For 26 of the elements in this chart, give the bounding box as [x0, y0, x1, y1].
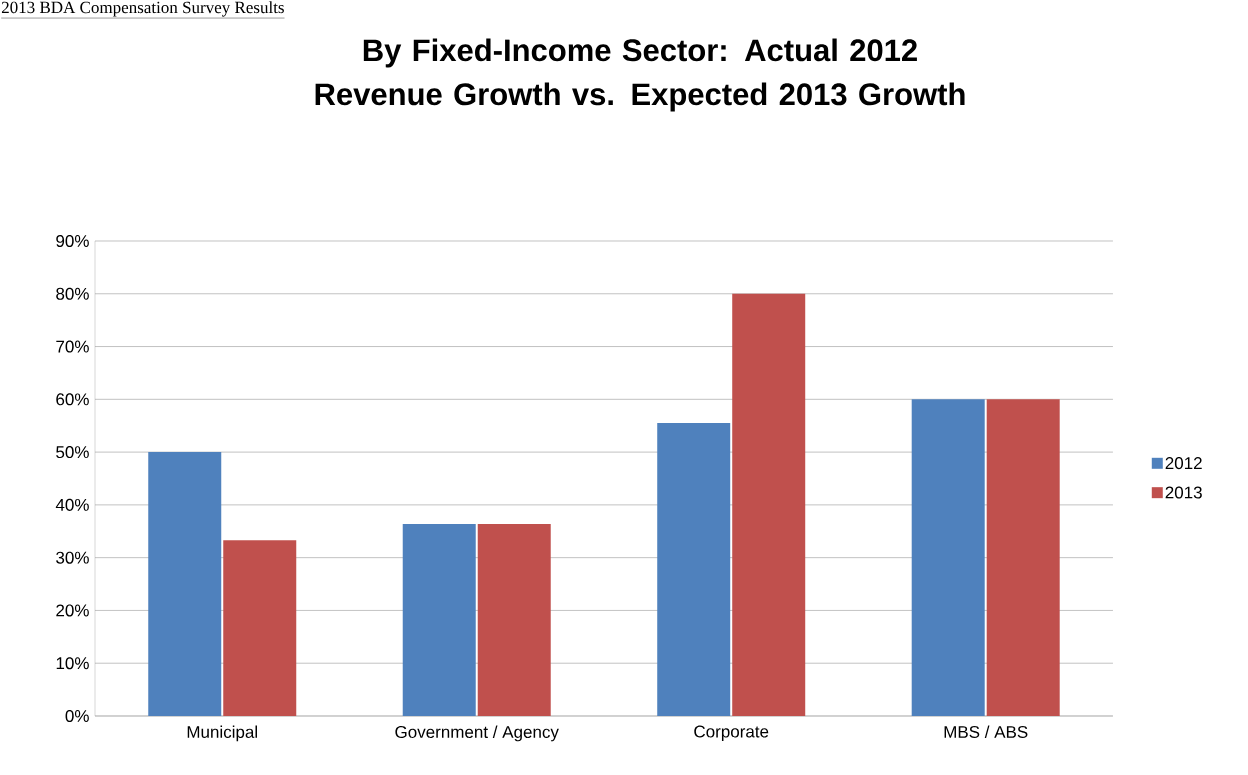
- bar: [477, 523, 551, 716]
- y-tick-label: 60%: [56, 393, 89, 406]
- y-tick-label: 30%: [56, 551, 89, 564]
- x-tick-label: Municipal: [187, 725, 257, 742]
- y-tick-label: 10%: [56, 657, 89, 670]
- y-tick-label: 0%: [65, 709, 89, 723]
- y-tick-label: 50%: [56, 446, 89, 459]
- bar: [223, 540, 297, 716]
- y-tick-label: 20%: [56, 604, 89, 617]
- bar: [986, 399, 1060, 716]
- y-tick-label: 80%: [56, 287, 89, 300]
- y-tick-label: 70%: [56, 340, 89, 353]
- legend-label: 2012: [1165, 457, 1202, 470]
- bar: [148, 452, 222, 716]
- text: 2013 BDA Compensation Survey Results: [1, 1, 284, 17]
- y-tick-label: 40%: [55, 498, 89, 511]
- x-tick-label: Corporate: [694, 725, 769, 741]
- bar: [732, 293, 806, 716]
- bar: [657, 423, 731, 716]
- legend-label: 2013: [1165, 486, 1202, 499]
- x-tick-label: Government / Agency: [395, 725, 559, 742]
- bar: [911, 399, 985, 716]
- x-tick-label: MBS / ABS: [944, 725, 1028, 739]
- bar: [402, 523, 476, 716]
- y-tick-label: 90%: [56, 234, 89, 248]
- chart-title: By Fixed-Income Sector: Actual 2012 Revenue Growth vs. Expected 2013 Growth: [315, 38, 965, 112]
